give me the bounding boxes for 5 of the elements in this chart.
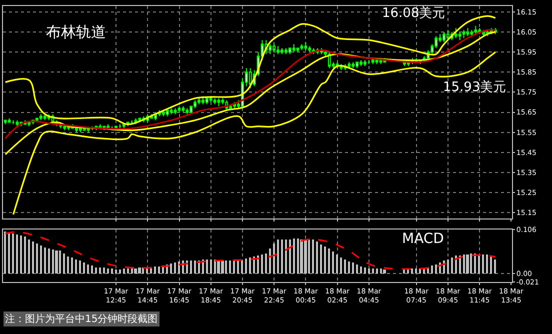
annotation: 布林轨道 (46, 23, 106, 41)
annotation: 16.08美元 (382, 5, 446, 21)
text: 注：图片为平台中15分钟时段截图 (5, 313, 158, 325)
annotation: MACD (402, 231, 444, 247)
annotation: 15.93美元 (443, 79, 506, 95)
